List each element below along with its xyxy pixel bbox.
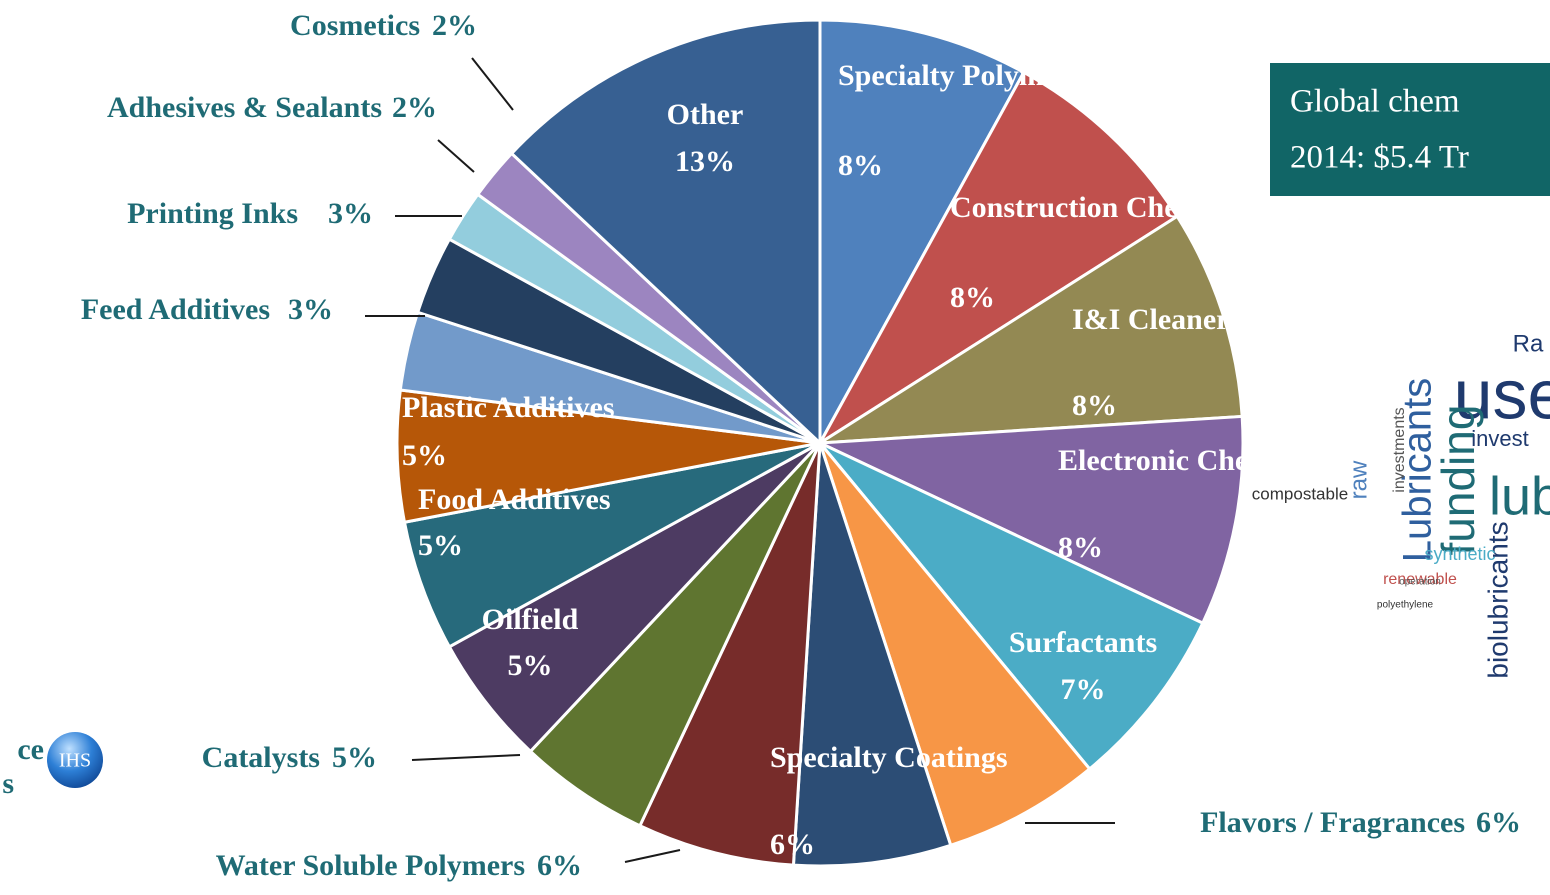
slice-label: Oilfield	[482, 603, 579, 636]
slice-label: Surfactants	[1009, 626, 1157, 659]
value-label: 5%	[332, 741, 377, 774]
leader-line	[411, 754, 521, 761]
value-label: 5%	[508, 649, 553, 682]
slice-label: Electronic Chemicals	[1058, 444, 1330, 477]
callout-box	[1270, 63, 1550, 196]
value-label: 2%	[392, 91, 437, 124]
cloud-word: biolubricants	[1482, 521, 1513, 678]
pie-slice	[819, 214, 1244, 445]
slice-label: Catalysts	[202, 741, 320, 774]
value-label: 8%	[950, 281, 995, 314]
leader-line	[471, 57, 514, 111]
cloud-word: raw	[1345, 460, 1372, 499]
pie-slice	[818, 441, 1205, 772]
source-fragment: s	[2, 767, 14, 800]
slice-label: Adhesives & Sealants	[107, 91, 382, 124]
leader-line	[437, 139, 475, 173]
slice-label: Cosmetics	[290, 9, 420, 42]
value-label: 7%	[1061, 673, 1106, 706]
value-label: 6%	[1476, 806, 1521, 839]
cloud-word: compostable	[1252, 484, 1348, 503]
cloud-word: investments	[1391, 407, 1408, 492]
cloud-word: operation	[1399, 577, 1441, 588]
cloud-word: invest	[1471, 426, 1528, 451]
value-label: 3%	[288, 293, 333, 326]
slice-label: Water Soluble Polymers	[216, 849, 525, 882]
slice-label: Food Additives	[418, 483, 611, 516]
slice-label: Specialty Polymers	[838, 59, 1082, 92]
cloud-word: lub	[1489, 466, 1550, 526]
slice-label: Specialty Coatings	[770, 741, 1008, 774]
logo	[47, 732, 103, 788]
value-label: 6%	[537, 849, 582, 882]
slice-label: Plastic Additives	[402, 391, 615, 424]
value-label: 8%	[1072, 389, 1117, 422]
cloud-word: polyethylene	[1377, 600, 1434, 611]
slice-label: Construction Chemicals	[950, 191, 1259, 224]
cloud-word: synthetic	[1424, 544, 1495, 564]
cloud-word: use	[1454, 355, 1550, 433]
value-label: 5%	[418, 529, 463, 562]
pie-slice	[509, 18, 822, 447]
cloud-word: Ra	[1513, 330, 1544, 357]
callout-line: 2014: $5.4 Tr	[1290, 140, 1469, 176]
source-fragment: ce	[17, 733, 44, 766]
pie-slice	[637, 442, 822, 867]
value-label: 8%	[838, 149, 883, 182]
pie-slice	[791, 442, 953, 868]
value-label: 6%	[770, 828, 815, 861]
cloud-word: funding	[1432, 405, 1484, 556]
slice-label: Printing Inks	[127, 197, 298, 230]
value-label: 8%	[1058, 531, 1103, 564]
slice-label: I&I Cleaners	[1072, 303, 1241, 336]
pie-slice	[818, 442, 1092, 848]
slice-label: Flavors / Fragrances	[1200, 806, 1465, 839]
pie-slice	[818, 70, 1180, 445]
logo-text: IHS	[59, 750, 91, 772]
slice-label: Other	[667, 98, 744, 131]
callout-line: Global chem	[1290, 84, 1460, 120]
slice-label: Feed Additives	[81, 293, 270, 326]
cloud-word: Lubricants	[1396, 378, 1440, 563]
value-label: 5%	[402, 439, 447, 472]
leader-line	[624, 849, 681, 863]
value-label: 13%	[675, 145, 735, 178]
value-label: 3%	[328, 197, 373, 230]
cloud-word: renewable	[1383, 571, 1457, 588]
pie-slice	[819, 414, 1245, 626]
pie-slice	[818, 18, 1026, 444]
value-label: 2%	[432, 9, 477, 42]
